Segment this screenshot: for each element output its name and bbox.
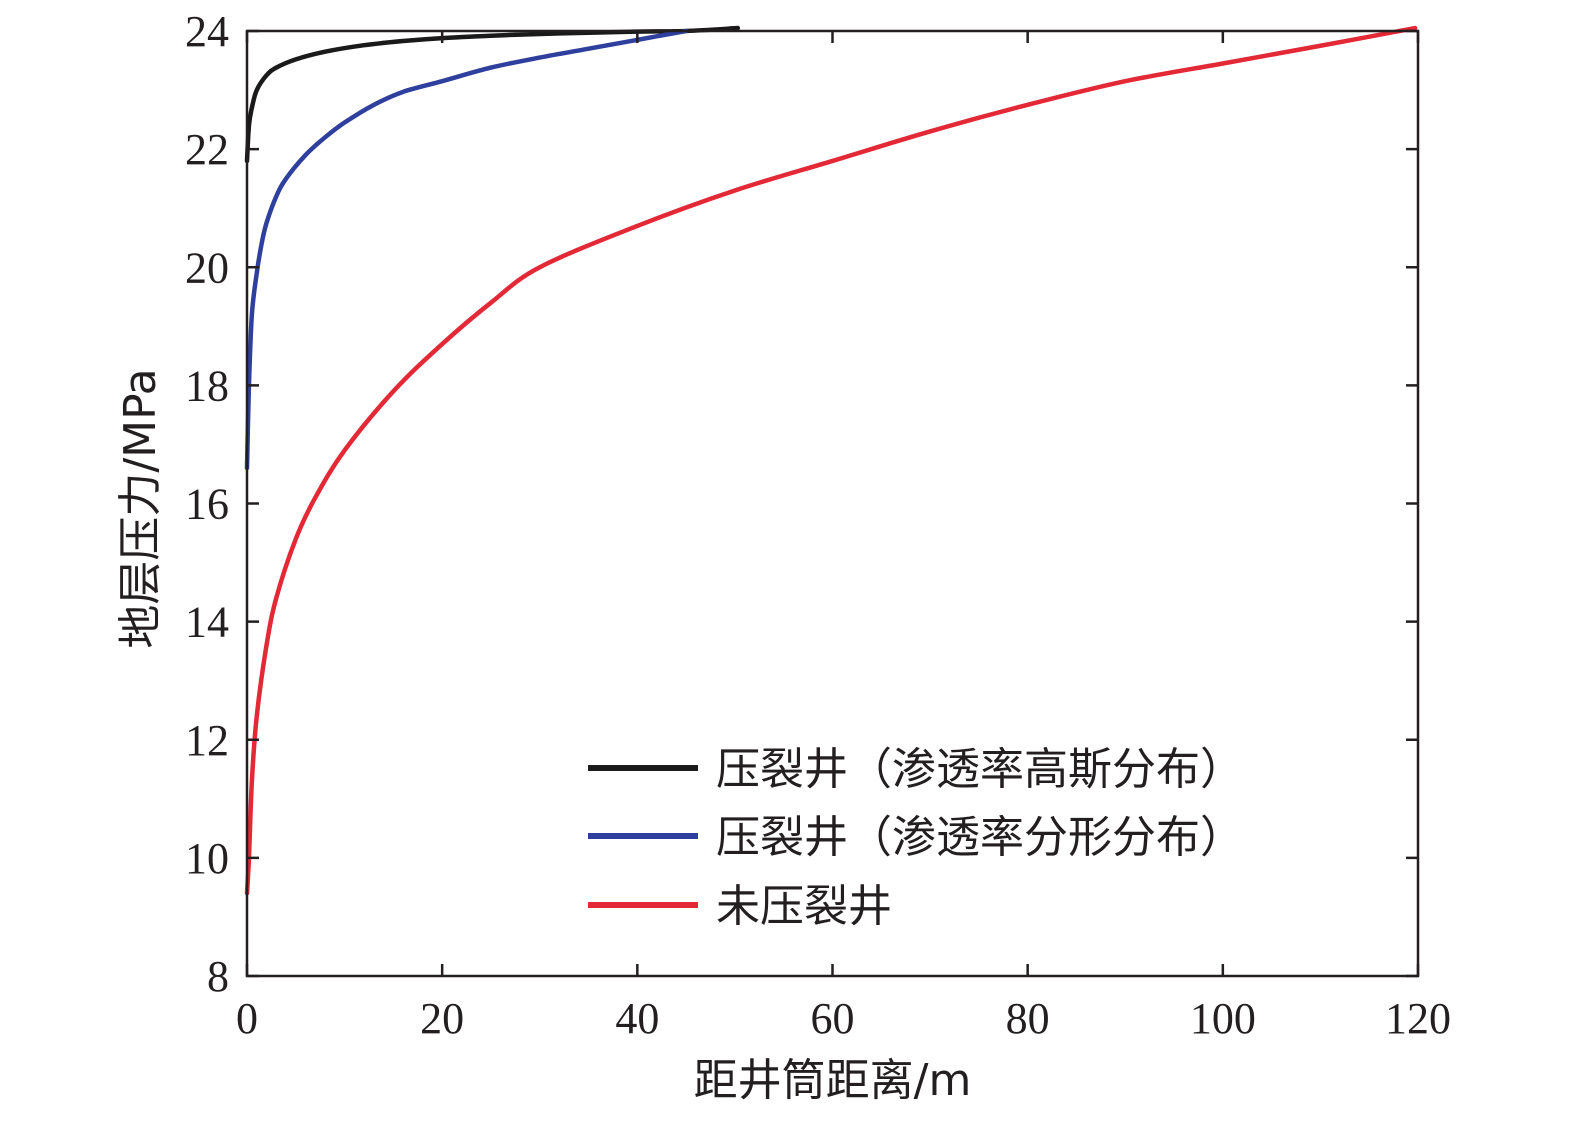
y-tick-label: 24	[185, 7, 229, 56]
x-tick-label: 80	[1006, 994, 1050, 1043]
x-tick-label: 20	[420, 994, 464, 1043]
y-tick-label: 20	[185, 243, 229, 292]
x-tick-label: 0	[236, 994, 258, 1043]
legend: 压裂井（渗透率高斯分布） 压裂井（渗透率分形分布） 未压裂井	[588, 744, 1244, 932]
legend-label-fractal: 压裂井（渗透率分形分布）	[716, 812, 1244, 863]
y-tick-label: 8	[207, 952, 229, 1001]
series-layer	[244, 25, 1418, 896]
x-axis-title: 距井筒距离/m	[694, 1055, 972, 1106]
x-tick-label: 100	[1190, 994, 1256, 1043]
ticks-layer: 0 20 40 60 80 100 120 8 10 12 14 16 18 20 22 24	[185, 7, 1451, 1043]
y-tick-label: 10	[185, 834, 229, 883]
x-tick-label: 40	[615, 994, 659, 1043]
y-tick-label: 16	[185, 480, 229, 529]
series-line-fractal	[244, 28, 689, 471]
y-tick-label: 22	[185, 125, 229, 174]
x-tick-label: 120	[1385, 994, 1451, 1043]
series-line-gaussian	[244, 25, 741, 164]
y-tick-label: 18	[185, 361, 229, 410]
legend-label-unfractured: 未压裂井	[716, 881, 892, 932]
series-line-unfractured	[244, 25, 1418, 896]
x-tick-label: 60	[811, 994, 855, 1043]
y-tick-label: 12	[185, 716, 229, 765]
legend-label-gaussian: 压裂井（渗透率高斯分布）	[716, 744, 1244, 795]
y-tick-label: 14	[185, 598, 229, 647]
y-axis-title: 地层压力/MPa	[115, 368, 166, 648]
